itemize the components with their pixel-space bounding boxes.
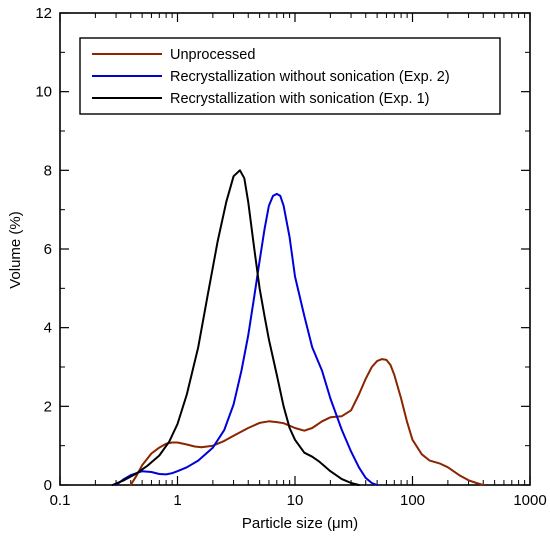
- y-tick-label: 0: [44, 477, 52, 494]
- y-tick-label: 6: [44, 241, 52, 258]
- x-axis-label: Particle size (μm): [242, 515, 358, 532]
- axes-layer: 0 2 4 6 8 10 12 0.1 1 10 100 1000: [35, 5, 546, 509]
- y-tick-label: 4: [44, 320, 52, 337]
- series-line-1: [129, 358, 485, 486]
- y-tick-label: 8: [44, 162, 52, 179]
- y-axis-label: Volume (%): [7, 211, 24, 289]
- series-line-2: [115, 192, 379, 486]
- series-line-3: [111, 169, 360, 486]
- x-tick-label: 10: [287, 492, 304, 509]
- x-tick-label: 1: [173, 492, 181, 509]
- legend-label-1: Unprocessed: [170, 47, 255, 63]
- x-tick-label: 0.1: [50, 492, 71, 509]
- x-tick-label: 100: [400, 492, 425, 509]
- legend: Unprocessed Recrystallization without son…: [79, 37, 501, 115]
- y-tick-label: 12: [35, 5, 52, 22]
- series-layer: [111, 169, 485, 486]
- x-tick-label: 1000: [513, 492, 546, 509]
- y-tick-label: 2: [44, 398, 52, 415]
- y-tick-label: 10: [35, 84, 52, 101]
- legend-label-3: Recrystallization with sonication (Exp. …: [170, 91, 430, 107]
- legend-label-2: Recrystallization without sonication (Ex…: [170, 69, 450, 85]
